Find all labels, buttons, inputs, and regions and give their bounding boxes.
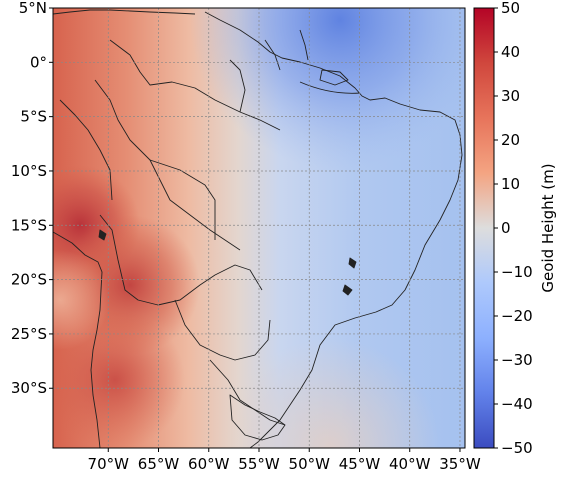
lon-tick-label: 35°W <box>439 455 481 473</box>
lat-tick-label: 30°S <box>11 379 47 397</box>
lon-tick-label: 60°W <box>188 455 230 473</box>
lon-tick-label: 45°W <box>339 455 381 473</box>
colorbar-tick-label: −40 <box>501 395 533 413</box>
country-border <box>109 39 281 131</box>
atlantic-coastline <box>204 11 463 448</box>
coastlines-and-borders <box>53 9 463 448</box>
latitude-axis: 5°N 0° 5°S 10°S 15°S 20°S 25°S 30°S <box>11 0 53 397</box>
graticule <box>53 7 465 448</box>
colorbar-label: Geoid Height (m) <box>539 163 557 292</box>
colorbar-tick-label: 40 <box>501 43 520 61</box>
colorbar-tick-label: −50 <box>501 439 533 457</box>
colorbar-tick-label: 20 <box>501 131 520 149</box>
colorbar: 50 40 30 20 10 0 −10 −20 −30 −40 −50 Geoid Height … <box>473 0 557 457</box>
lat-tick-label: 0° <box>30 53 47 71</box>
lat-tick-label: 25°S <box>11 325 47 343</box>
colorbar-tick-label: −20 <box>501 307 533 325</box>
colorbar-tick-label: 30 <box>501 87 520 105</box>
lon-tick-label: 70°W <box>88 455 130 473</box>
pacific-coastline <box>53 231 103 448</box>
longitude-axis: 70°W 65°W 60°W 55°W 50°W 45°W 40°W 35°W <box>88 448 481 473</box>
lat-tick-label: 20°S <box>11 271 47 289</box>
colorbar-tick-label: −30 <box>501 351 533 369</box>
lat-tick-label: 10°S <box>11 162 47 180</box>
lat-tick-label: 5°N <box>19 0 47 17</box>
colorbar-tick-label: 50 <box>501 0 520 17</box>
colorbar-ticks: 50 40 30 20 10 0 −10 −20 −30 −40 −50 <box>494 0 533 457</box>
lon-tick-label: 40°W <box>389 455 431 473</box>
lon-tick-label: 50°W <box>289 455 331 473</box>
colorbar-tick-label: −10 <box>501 263 533 281</box>
lon-tick-label: 65°W <box>138 455 180 473</box>
caribbean-coastline <box>53 9 196 15</box>
colorbar-tick-label: 10 <box>501 175 520 193</box>
colorbar-ramp <box>473 7 495 449</box>
lat-tick-label: 5°S <box>20 108 47 126</box>
lon-tick-label: 55°W <box>238 455 280 473</box>
colorbar-tick-label: 0 <box>501 219 511 237</box>
lat-tick-label: 15°S <box>11 216 47 234</box>
